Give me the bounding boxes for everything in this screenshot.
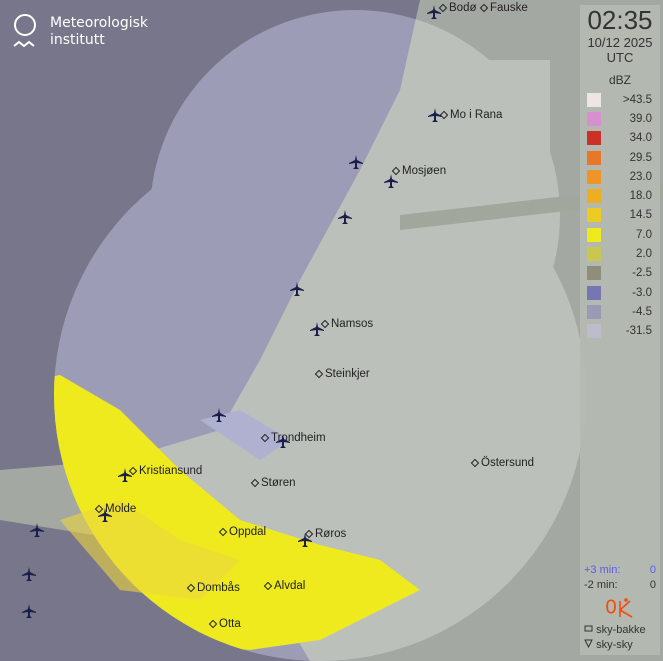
place-label: Molde xyxy=(96,503,136,516)
lightning-value: 0 xyxy=(605,596,617,619)
place-label: Namsos xyxy=(322,318,373,331)
legend-swatch xyxy=(587,131,601,146)
place-label: Fauske xyxy=(481,2,528,15)
timezone: UTC xyxy=(606,50,634,65)
place-label: Steinkjer xyxy=(316,368,370,381)
legend-swatch xyxy=(587,169,601,184)
legend-swatch xyxy=(587,189,601,204)
plus-label: +3 min: xyxy=(584,564,621,576)
time: 02:35 xyxy=(587,5,653,35)
legend-panel: 02:35 10/12 2025 UTC dBZ >43.5 39.0 34.0 29… xyxy=(580,5,660,655)
airport-icon xyxy=(427,5,441,19)
airport-icon xyxy=(276,434,290,448)
legend-item: -2.5 xyxy=(580,264,660,283)
legend-swatch xyxy=(587,208,601,223)
legend-item: >43.5 xyxy=(580,90,660,109)
brand-line2: institutt xyxy=(50,32,105,48)
airport-icon xyxy=(22,604,36,618)
airport-icon xyxy=(384,174,398,188)
legend-swatch xyxy=(587,111,601,126)
place-label: Otta xyxy=(210,618,241,631)
legend-value: -4.5 xyxy=(632,305,652,318)
square-icon xyxy=(584,625,593,632)
legend-item: 39.0 xyxy=(580,109,660,128)
minus-label: -2 min: xyxy=(584,579,618,591)
legend-value: >43.5 xyxy=(622,93,652,106)
brand-line1: Meteorologisk xyxy=(50,15,149,31)
place-label: Røros xyxy=(306,528,346,541)
airport-icon xyxy=(30,523,44,537)
legend-swatch xyxy=(587,92,601,107)
airport-icon xyxy=(290,282,304,296)
legend-item: 7.0 xyxy=(580,225,660,244)
legend-value: 2.0 xyxy=(636,248,652,261)
met-logo: Meteorologisk institutt xyxy=(12,12,148,52)
legend-item: 23.0 xyxy=(580,167,660,186)
plus-value: 0 xyxy=(649,564,656,576)
airport-icon xyxy=(349,155,363,169)
triangle-icon xyxy=(584,639,593,649)
minus-value: 0 xyxy=(649,579,656,591)
airport-icon xyxy=(118,468,132,482)
cloud-key: sky-sky xyxy=(596,639,633,651)
logo-icon xyxy=(13,14,36,48)
place-label: Støren xyxy=(252,477,296,490)
legend-swatch xyxy=(587,324,601,339)
legend-value: 14.5 xyxy=(629,209,652,222)
nowcast: +3 min: 0 -2 min: 0 xyxy=(580,563,660,593)
place-label: Trondheim xyxy=(262,432,326,445)
place-label: Mo i Rana xyxy=(441,109,502,122)
dbz-legend: >43.5 39.0 34.0 29.5 23.0 18.0 14.5 7.0 2.0 -2.5 -… xyxy=(580,90,660,341)
ground-key: sky-bakke xyxy=(596,624,646,636)
place-label: Bodø xyxy=(440,2,477,15)
date: 10/12 2025 xyxy=(587,35,653,50)
legend-item: 2.0 xyxy=(580,244,660,263)
legend-swatch xyxy=(587,266,601,281)
legend-item: -3.0 xyxy=(580,283,660,302)
lightning-count: 0 xyxy=(580,595,660,619)
legend-swatch xyxy=(587,227,601,242)
place-label: Mosjøen xyxy=(393,165,446,178)
legend-swatch xyxy=(587,150,601,165)
place-label: Kristiansund xyxy=(130,465,202,478)
legend-value: 7.0 xyxy=(636,228,652,241)
place-label: Alvdal xyxy=(265,580,305,593)
place-label: Oppdal xyxy=(220,526,266,539)
legend-value: -3.0 xyxy=(632,286,652,299)
lightning-icon xyxy=(618,597,632,618)
lightning-key: sky-bakke sky-sky xyxy=(580,623,660,653)
legend-value: 18.0 xyxy=(629,190,652,203)
legend-item: 18.0 xyxy=(580,186,660,205)
legend-item: -31.5 xyxy=(580,322,660,341)
legend-value: -31.5 xyxy=(625,325,652,338)
airport-icon xyxy=(298,533,312,547)
airport-icon xyxy=(428,108,442,122)
legend-swatch xyxy=(587,285,601,300)
legend-item: 29.5 xyxy=(580,148,660,167)
legend-value: 29.5 xyxy=(629,151,652,164)
legend-value: -2.5 xyxy=(632,267,652,280)
legend-swatch xyxy=(587,304,601,319)
place-label: Östersund xyxy=(472,457,534,470)
place-label: Dombås xyxy=(188,582,240,595)
airport-icon xyxy=(338,210,352,224)
airport-icon xyxy=(22,567,36,581)
legend-swatch xyxy=(587,247,601,262)
airport-icon xyxy=(98,508,112,522)
legend-item: 34.0 xyxy=(580,129,660,148)
airport-icon xyxy=(212,408,226,422)
legend-value: 34.0 xyxy=(629,132,652,145)
airport-icon xyxy=(310,322,324,336)
legend-value: 23.0 xyxy=(629,170,652,183)
legend-item: -4.5 xyxy=(580,302,660,321)
legend-unit: dBZ xyxy=(608,73,631,87)
legend-value: 39.0 xyxy=(629,112,652,125)
legend-item: 14.5 xyxy=(580,206,660,225)
